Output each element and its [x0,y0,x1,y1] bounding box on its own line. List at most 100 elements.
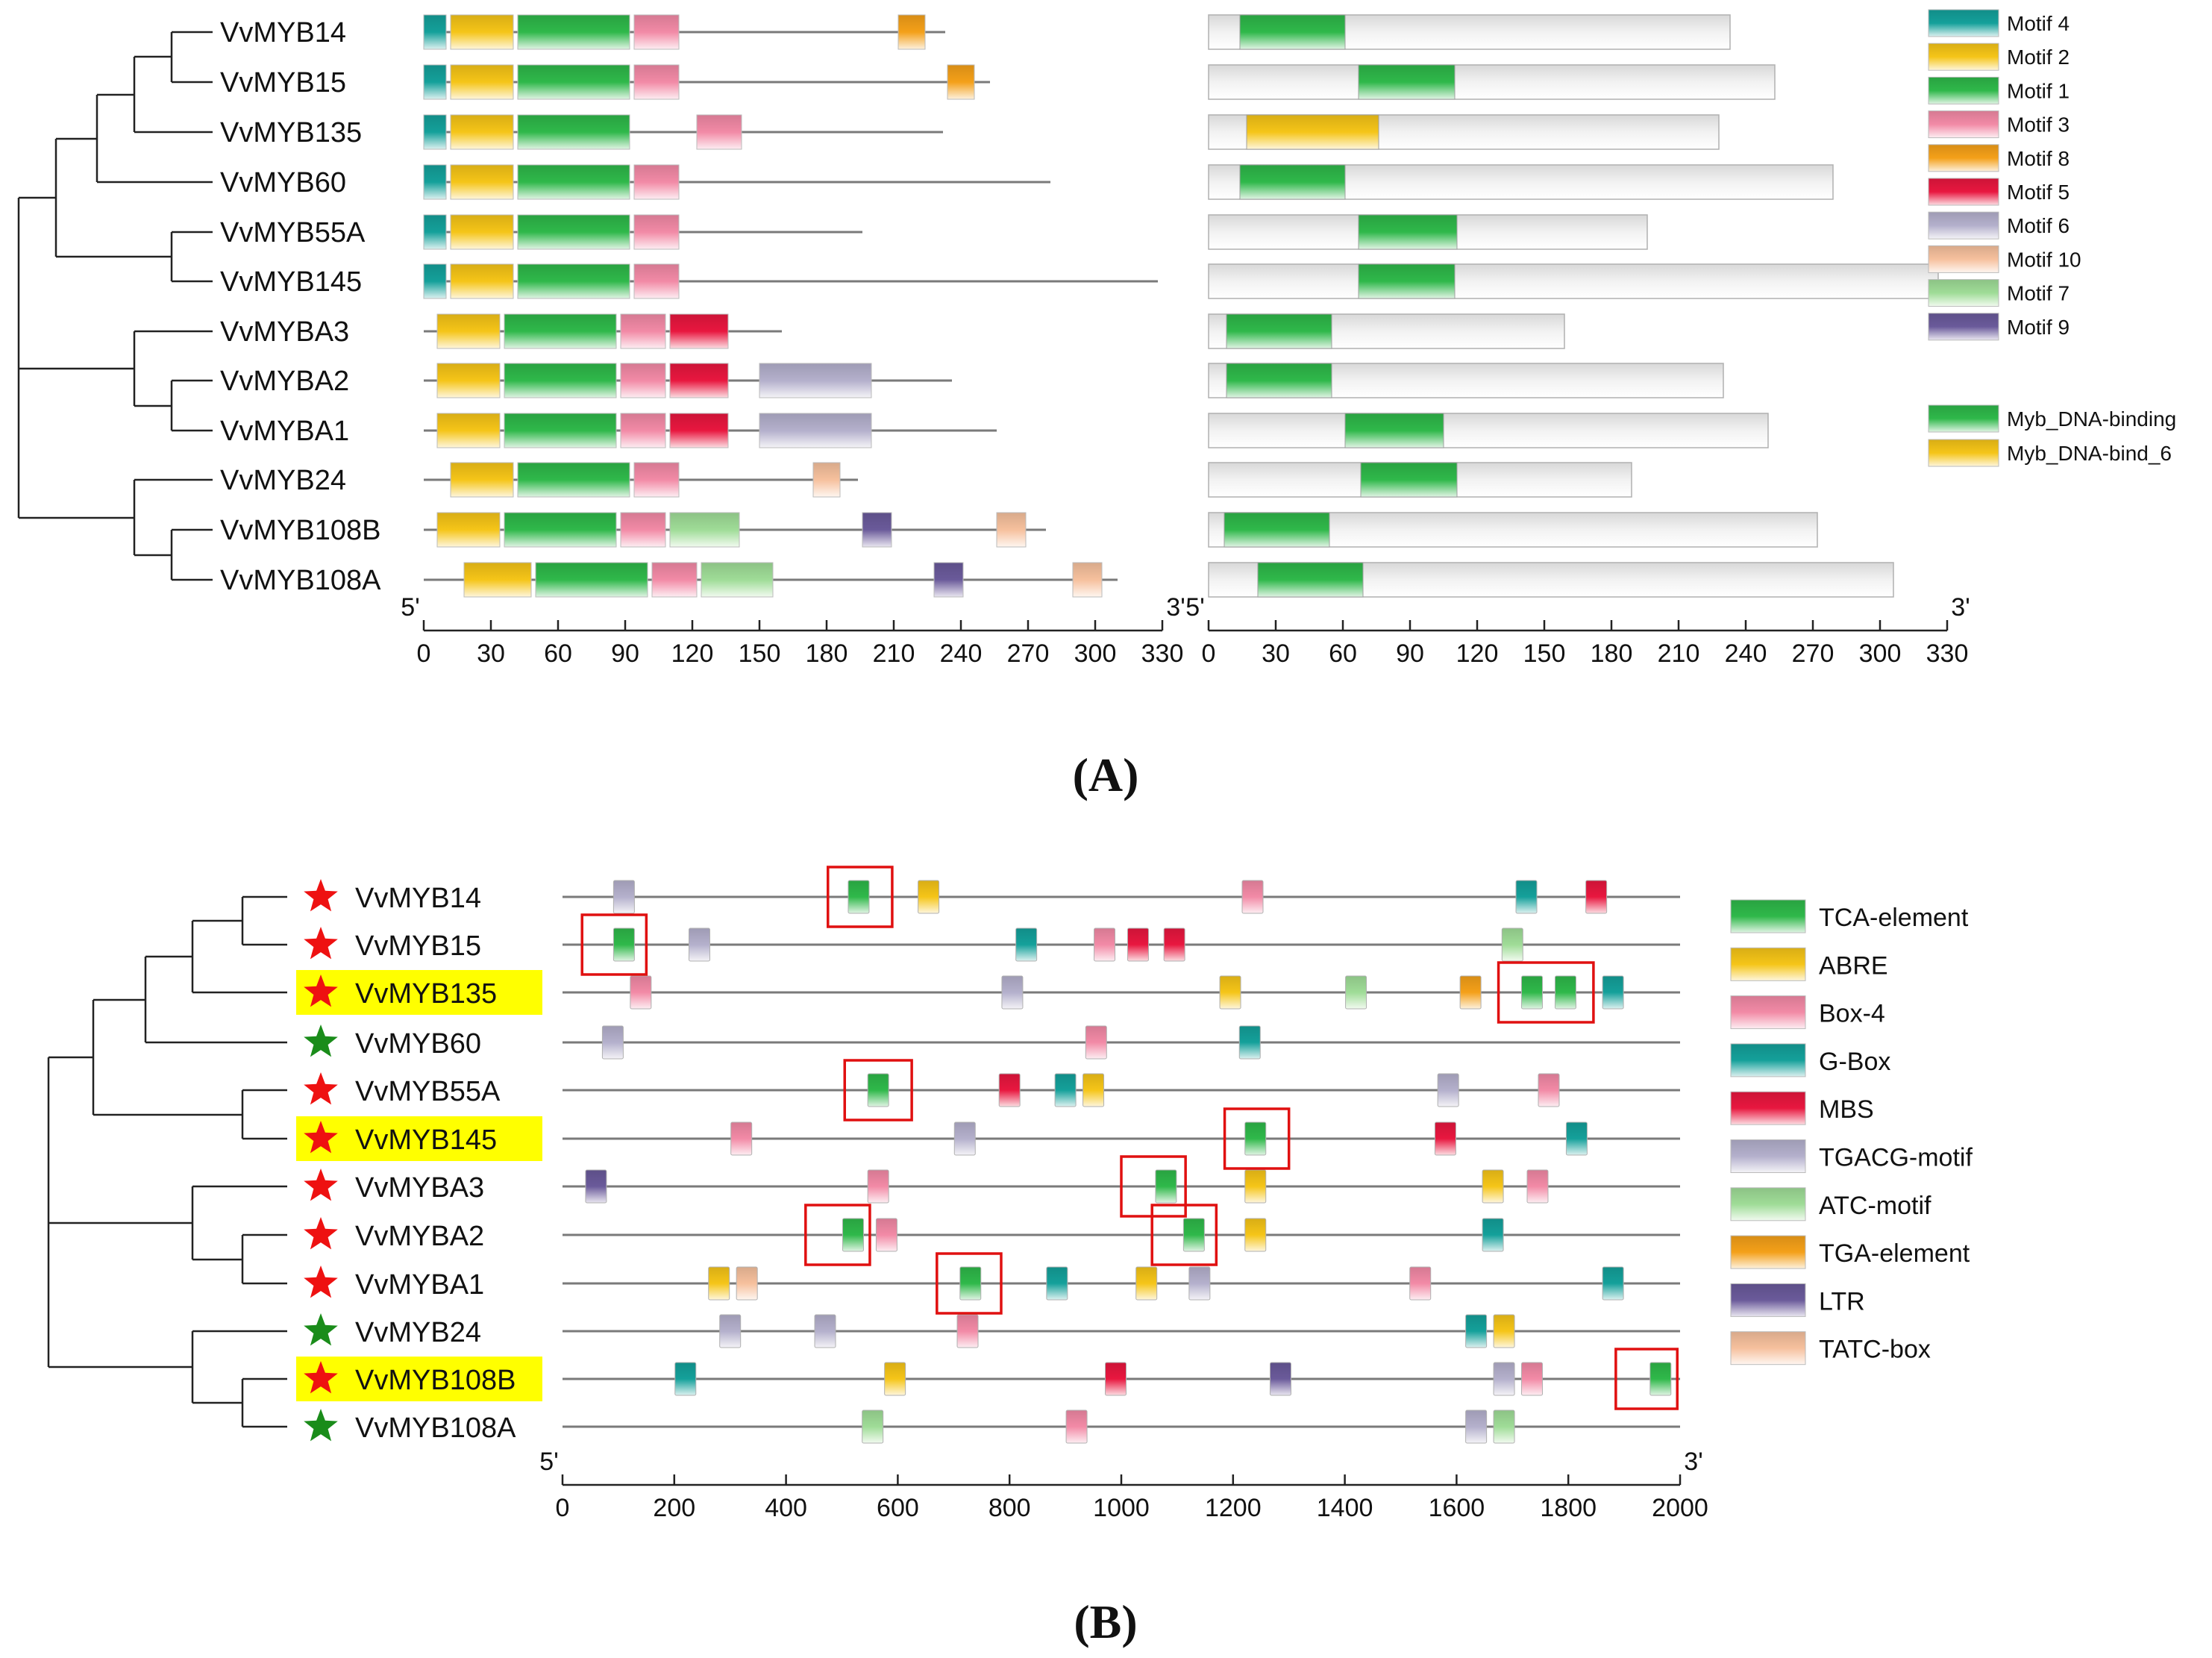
motif-block-motif-3 [633,462,680,498]
legend-item-motif-7: Motif 7 [1928,279,2070,307]
element-abre [1219,975,1241,1010]
motif-block-motif-4 [423,263,447,299]
b-axis-tick-label: 2000 [1652,1494,1708,1522]
element-g-box [1482,1218,1504,1252]
domain-block-myb-dna-binding [1257,562,1364,598]
legend-item-tatc-box: TATC-box [1730,1331,1931,1365]
domain-track-vvmyb55a [1208,214,1648,250]
element-abre [1482,1169,1504,1204]
element-box-4 [867,1169,889,1204]
legend-label: TGACG-motif [1819,1144,1973,1172]
motif-block-motif-1 [504,363,617,398]
motif-block-motif-2 [450,14,514,50]
protein-bar [1208,64,1776,100]
star-icon [304,1217,338,1250]
gene-label-vvmyb24: VvMYB24 [355,1317,481,1348]
legend-label: LTR [1819,1287,1865,1316]
legend-swatch [1730,1331,1806,1365]
element-abre [1082,1073,1105,1107]
domain-track-vvmyba3 [1208,313,1565,349]
legend-item-tga-element: TGA-element [1730,1235,1970,1269]
element-tca-element [959,1266,982,1301]
motif-track-vvmyb60 [423,164,1050,200]
legend-item-motif-1: Motif 1 [1928,76,2070,104]
motif-block-motif-9 [933,562,964,598]
panel-a-tree [17,31,213,581]
element-mbs [1105,1362,1127,1396]
a-motif-axis-tick-label: 330 [1141,639,1184,668]
element-atc-motif [1501,927,1523,962]
legend-swatch [1928,144,1999,172]
domain-block-myb-dna-binding [1226,363,1332,398]
red-highlight-box [1614,1348,1679,1410]
promoter-track-vvmyba2 [563,1218,1680,1252]
element-tgacg-motif [612,880,635,914]
legend-item-atc-motif: ATC-motif [1730,1187,1931,1221]
domain-block-myb-dna-binding [1239,164,1346,200]
legend-label: Motif 1 [2007,79,2070,102]
element-mbs [998,1073,1021,1107]
motif-block-motif-10 [996,512,1027,548]
legend-item-motif-2: Motif 2 [1928,43,2070,71]
a-motif-axis-tick-label: 270 [1007,639,1050,668]
a-domain-axis-tick-label: 240 [1725,639,1767,668]
motif-block-motif-3 [620,413,666,448]
legend-item-g-box: G-Box [1730,1043,1890,1077]
motif-block-motif-2 [450,263,514,299]
gene-row-label-vvmyba1: VvMYBA1 [304,1266,484,1301]
red-highlight-box [804,1204,871,1266]
motif-block-motif-7 [669,512,740,548]
domain-block-myb-dna-binding [1344,413,1444,448]
panel-a: VvMYB14 VvMYB15 VvMYB135 VvMYB60 VvMYB55A VvM… [17,9,2176,801]
panel-b-legend: TCA-element ABRE Box-4 G-Box MBS TGACG-motif A… [1730,899,1973,1365]
legend-label: ABRE [1819,951,1888,980]
motif-block-motif-1 [517,64,630,100]
element-abre [918,880,940,914]
a-domain-axis-tick-label: 270 [1792,639,1835,668]
motif-block-motif-7 [701,562,774,598]
legend-item-motif-4: Motif 4 [1928,9,2070,37]
element-ltr [585,1169,607,1204]
element-tca-element [1649,1362,1672,1396]
gene-label-vvmyb108b: VvMYB108B [355,1365,516,1396]
a-motif-axis-five-prime: 5' [401,593,419,622]
motif-block-motif-9 [862,512,892,548]
motif-block-motif-2 [436,363,501,398]
gene-row-label-vvmyb55a: VvMYB55A [304,1072,501,1107]
domain-block-myb-dna-binding [1358,214,1458,250]
star-icon [304,1361,338,1394]
legend-swatch [1928,313,1999,341]
element-abre [1493,1314,1515,1348]
legend-swatch [1730,1235,1806,1269]
domain-track-vvmyba2 [1208,363,1724,398]
element-tca-element [612,927,635,962]
promoter-track-vvmyb108a [563,1410,1680,1444]
element-box-4 [1521,1362,1544,1396]
legend-item-motif-3: Motif 3 [1928,110,2070,139]
gene-label-vvmyb24: VvMYB24 [220,465,346,496]
gene-label-vvmyb145: VvMYB145 [220,266,362,298]
element-box-4 [956,1314,979,1348]
legend-label: Motif 7 [2007,282,2070,305]
element-tgacg-motif [1465,1410,1488,1444]
panel-a-domain-tracks [1208,14,1939,598]
motif-track-vvmyb24 [424,462,858,498]
element-mbs [1585,880,1608,914]
highlight-marker [296,1357,542,1401]
element-box-4 [1538,1073,1560,1107]
element-ltr [1269,1362,1291,1396]
panel-a-label: (A) [1073,748,1139,801]
promoter-track-vvmyb14 [563,880,1680,914]
panel-a-motif-axis: 0 30 60 90 120 150 180 210 240 270 300 330 5' 3' [401,593,1185,668]
gene-label-vvmyb108b: VvMYB108B [220,515,380,546]
b-axis-three-prime: 3' [1684,1448,1702,1476]
motif-block-motif-1 [535,562,648,598]
a-motif-axis-tick-label: 180 [806,639,848,668]
highlight-marker [296,970,542,1015]
gene-label-vvmyb135: VvMYB135 [355,978,497,1010]
element-box-4 [875,1218,897,1252]
element-atc-motif [862,1410,884,1444]
legend-item-ltr: LTR [1730,1283,1865,1317]
element-box-4 [1085,1025,1107,1060]
